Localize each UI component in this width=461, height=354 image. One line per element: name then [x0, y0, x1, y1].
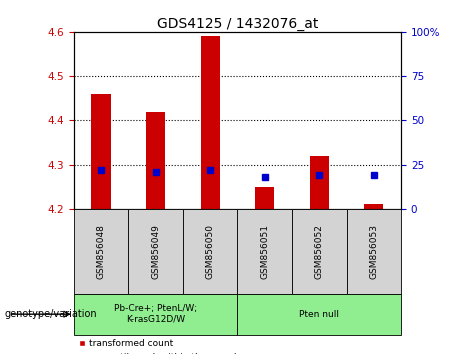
- Bar: [74, 294, 237, 335]
- Bar: [310, 156, 329, 209]
- Bar: [347, 209, 401, 294]
- Bar: [183, 209, 237, 294]
- Text: GSM856050: GSM856050: [206, 224, 215, 279]
- Title: GDS4125 / 1432076_at: GDS4125 / 1432076_at: [157, 17, 318, 31]
- Text: GSM856053: GSM856053: [369, 224, 378, 279]
- Bar: [237, 209, 292, 294]
- Text: genotype/variation: genotype/variation: [5, 309, 97, 319]
- Text: GSM856048: GSM856048: [96, 224, 106, 279]
- Bar: [201, 36, 220, 209]
- Text: Pten null: Pten null: [299, 310, 339, 319]
- Bar: [237, 294, 401, 335]
- Text: GSM856049: GSM856049: [151, 224, 160, 279]
- Text: GSM856052: GSM856052: [315, 224, 324, 279]
- Bar: [364, 205, 384, 209]
- Bar: [128, 209, 183, 294]
- Bar: [292, 209, 347, 294]
- Legend: transformed count, percentile rank within the sample: transformed count, percentile rank withi…: [78, 339, 242, 354]
- Bar: [146, 112, 165, 209]
- Bar: [74, 209, 128, 294]
- Bar: [91, 94, 111, 209]
- Text: GSM856051: GSM856051: [260, 224, 269, 279]
- Text: Pb-Cre+; PtenL/W;
K-rasG12D/W: Pb-Cre+; PtenL/W; K-rasG12D/W: [114, 304, 197, 324]
- Bar: [255, 187, 274, 209]
